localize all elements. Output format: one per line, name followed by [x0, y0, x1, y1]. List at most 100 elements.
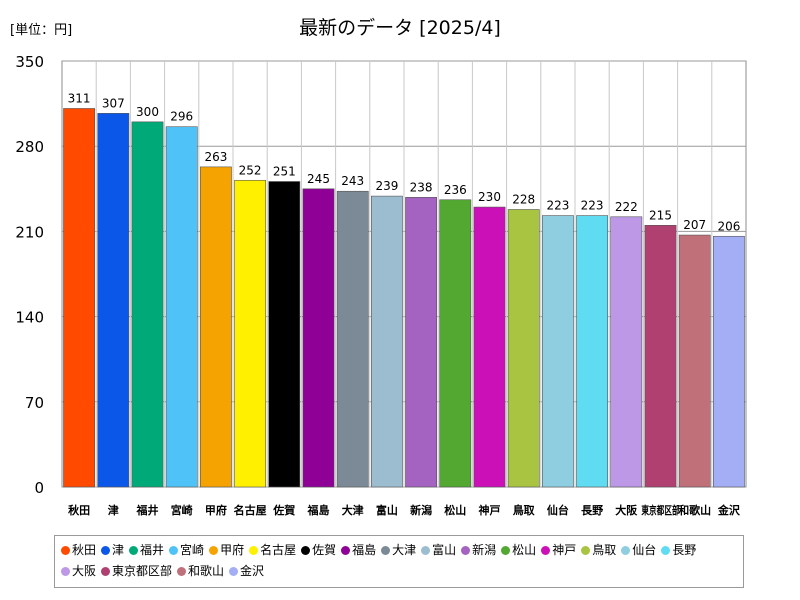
- legend-marker: [209, 546, 219, 555]
- legend-label: 名古屋: [260, 543, 297, 557]
- legend-item: 仙台: [621, 540, 656, 561]
- x-tick-label: 大阪: [615, 503, 638, 517]
- legend-item: 神戸: [541, 540, 576, 561]
- x-tick-label: 福井: [136, 503, 159, 517]
- x-tick-label: 東京都区部: [641, 503, 679, 517]
- bars-layer: [63, 108, 745, 488]
- value-label: 296: [170, 110, 193, 124]
- chart-title: 最新のデータ [2025/4]: [299, 17, 501, 39]
- legend-marker: [621, 546, 631, 555]
- legend-marker: [177, 567, 187, 576]
- legend-label: 佐賀: [312, 543, 337, 557]
- legend-marker: [381, 546, 391, 555]
- x-tick-label: 金沢: [717, 503, 741, 517]
- legend-label: 神戸: [552, 543, 577, 557]
- legend-marker: [421, 546, 431, 555]
- legend-item: 宮崎: [169, 540, 204, 561]
- legend-marker: [341, 546, 351, 555]
- y-tick-label: 350: [15, 53, 44, 71]
- value-labels: 311 307 300 296 263 252 251 245 243 239 238 236 230 2…: [68, 91, 741, 233]
- y-tick-label: 210: [15, 223, 44, 241]
- x-tick-label: 福島: [307, 503, 330, 517]
- bar-宮崎: [165, 126, 198, 488]
- legend-marker: [169, 546, 179, 555]
- value-label: 252: [239, 163, 262, 177]
- legend-item: 和歌山: [177, 561, 224, 582]
- legend-label: 津: [112, 543, 125, 557]
- legend-marker: [301, 546, 311, 555]
- bar-鳥取: [507, 209, 540, 488]
- x-tick-label: 仙台: [547, 503, 569, 517]
- grid-layer: [61, 60, 747, 488]
- legend-marker: [661, 546, 671, 555]
- bar-金沢: [712, 235, 745, 488]
- value-label: 223: [581, 199, 604, 213]
- value-label: 311: [68, 91, 91, 105]
- y-tick-label: 0: [34, 479, 44, 497]
- legend-label: 東京都区部: [112, 564, 173, 578]
- value-label: 307: [102, 96, 125, 110]
- x-tick-label: 神戸: [479, 503, 501, 517]
- bar-新潟: [405, 197, 438, 488]
- legend-label: 秋田: [72, 543, 97, 557]
- y-tick-label: 280: [15, 138, 44, 156]
- bar-富山: [370, 195, 403, 488]
- legend-marker: [461, 546, 471, 555]
- x-tick-label: 津: [108, 503, 119, 517]
- legend-item: 富山: [421, 540, 456, 561]
- x-tick-label: 和歌山: [678, 503, 711, 517]
- legend-label: 金沢: [240, 564, 265, 578]
- y-tick-label: 70: [25, 394, 44, 412]
- value-label: 215: [649, 208, 672, 222]
- bar-津: [97, 113, 130, 488]
- x-tick-label: 佐賀: [272, 503, 295, 517]
- legend-item: 津: [101, 540, 124, 561]
- x-tick-label: 新潟: [410, 503, 432, 517]
- x-tick-label: 鳥取: [513, 503, 535, 517]
- legend-marker: [61, 546, 70, 555]
- bar-名古屋: [234, 179, 267, 488]
- legend-label: 大津: [392, 543, 417, 557]
- legend-item: 秋田: [61, 540, 96, 561]
- value-label: 300: [136, 105, 159, 119]
- legend-marker: [249, 546, 259, 555]
- legend-label: 新潟: [472, 543, 497, 557]
- value-label: 228: [512, 192, 535, 206]
- legend-marker: [501, 546, 511, 555]
- bar-神戸: [473, 206, 506, 488]
- value-label: 222: [615, 200, 638, 214]
- legend-item: 甲府: [209, 540, 244, 561]
- legend-item: 新潟: [461, 540, 496, 561]
- legend-marker: [229, 567, 239, 576]
- legend-item: 福島: [341, 540, 376, 561]
- bar-大阪: [610, 216, 643, 488]
- legend-item: 福井: [129, 540, 164, 561]
- value-label: 245: [307, 172, 330, 186]
- bar-秋田: [63, 108, 96, 488]
- legend-item: 東京都区部: [101, 561, 172, 582]
- legend-label: 長野: [672, 543, 697, 557]
- legend-item: 金沢: [229, 561, 264, 582]
- x-tick-label: 長野: [581, 504, 603, 517]
- legend-marker: [129, 546, 139, 555]
- legend-marker: [61, 567, 70, 576]
- legend-marker: [101, 567, 111, 576]
- value-label: 243: [341, 174, 364, 188]
- legend-marker: [541, 546, 551, 555]
- legend-label: 大阪: [72, 564, 97, 578]
- x-tick-label: 甲府: [205, 503, 227, 517]
- unit-label: [単位：円]: [10, 22, 72, 38]
- legend-label: 松山: [512, 543, 537, 557]
- y-axis: 0 70 140 210 280 350: [15, 53, 44, 497]
- bar-佐賀: [268, 181, 301, 488]
- bar-東京都区部: [644, 225, 677, 488]
- x-tick-label: 宮崎: [171, 503, 193, 517]
- bar-福島: [302, 188, 335, 488]
- x-tick-label: 名古屋: [234, 503, 267, 517]
- bar-福井: [131, 121, 164, 488]
- legend-item: 佐賀: [301, 540, 336, 561]
- bar-大津: [336, 190, 369, 488]
- legend-marker: [581, 546, 591, 555]
- x-axis: 秋田 津 福井 宮崎 甲府 名古屋 佐賀 福島 大津 富山 新潟 松山 神戸 鳥取 仙台 長野 大阪 東京都区部和…: [68, 503, 741, 517]
